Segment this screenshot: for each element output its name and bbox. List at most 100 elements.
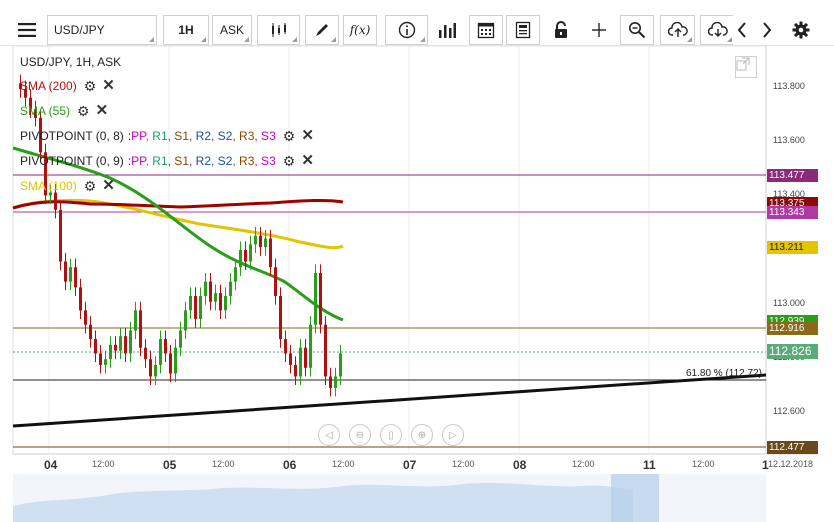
pivot-level-tag: , S3	[254, 154, 276, 168]
price-type-selector[interactable]: ASK	[212, 15, 252, 45]
time-tick: 12:00	[572, 459, 595, 469]
gear-icon[interactable]: ⚙	[77, 103, 90, 119]
trend-line[interactable]	[12, 373, 767, 428]
settings-button[interactable]	[790, 15, 812, 45]
lock-button[interactable]	[548, 15, 574, 45]
pan-right-button[interactable]: ▷	[442, 424, 464, 446]
price-label: 113.477	[767, 169, 818, 182]
candle-body	[64, 261, 67, 282]
template-button[interactable]	[506, 15, 540, 45]
time-tick: 12:00	[212, 459, 235, 469]
candle-body	[139, 310, 142, 348]
close-icon[interactable]: ✕	[102, 177, 115, 194]
reset-zoom-button[interactable]: ▯	[380, 424, 402, 446]
candle-body	[89, 324, 92, 340]
candle-body	[219, 293, 222, 311]
magnifier-icon	[629, 22, 646, 39]
candle-body	[204, 281, 207, 296]
cloud-download-icon	[707, 22, 728, 37]
close-icon[interactable]: ✕	[301, 127, 314, 144]
pan-left-button[interactable]: ◁	[318, 424, 340, 446]
sma-55-line	[12, 146, 344, 322]
crosshair-button[interactable]	[585, 15, 613, 45]
candle-body	[94, 339, 97, 354]
candle-body	[174, 347, 177, 374]
volume-button[interactable]	[432, 15, 462, 45]
candle-body	[49, 192, 52, 196]
drawing-tool-button[interactable]	[305, 15, 339, 45]
pivot-suffix: PP, R1, S1, R2, S2, R3, S3	[131, 154, 276, 168]
chevron-left-icon	[737, 22, 746, 38]
zoom-out-button[interactable]: ⊖	[349, 424, 371, 446]
time-tick: 12:00	[332, 459, 355, 469]
candle-body	[319, 272, 322, 325]
timeframe-label: 1H	[178, 23, 194, 37]
price-label: 112.916	[767, 322, 818, 335]
time-tick: 1	[762, 458, 769, 472]
candle-body	[284, 339, 287, 354]
legend-pivot-9: PIVOTPOINT (0, 9) : PP, R1, S1, R2, S2, …	[20, 152, 314, 169]
candle-body	[334, 376, 337, 388]
document-icon	[515, 21, 531, 39]
candle-body	[309, 324, 312, 368]
close-icon[interactable]: ✕	[301, 152, 314, 169]
pivot-suffix: PP, R1, S1, R2, S2, R3, S3	[131, 129, 276, 143]
zoom-button[interactable]	[620, 15, 654, 45]
sma-100-line	[12, 198, 344, 250]
price-chart[interactable]: USD/JPY, 1H, ASK SMA (200) ⚙ ✕ SMA (55) ⚙…	[0, 46, 834, 522]
candle-body	[144, 347, 147, 360]
pivot-level-tag: , R2	[189, 154, 212, 168]
maximize-button[interactable]	[735, 56, 757, 78]
navigator[interactable]	[13, 474, 766, 522]
zoom-in-button[interactable]: ⊕	[411, 424, 433, 446]
chart-type-button[interactable]	[257, 15, 300, 45]
price-tick: 113.400	[773, 189, 805, 199]
time-tick: 04	[44, 458, 58, 472]
gear-icon[interactable]: ⚙	[282, 153, 296, 169]
gear-icon[interactable]: ⚙	[83, 78, 97, 94]
pivot-level-tag: PP	[131, 129, 146, 143]
pivot-level-tag: , S2	[211, 154, 233, 168]
bar-chart-icon	[439, 23, 456, 38]
upload-button[interactable]	[660, 15, 695, 45]
pivot-level-tag: , R1	[145, 154, 168, 168]
close-icon[interactable]: ✕	[102, 77, 115, 94]
calendar-button[interactable]	[469, 15, 503, 45]
legend-pivot-9-label: PIVOTPOINT (0, 9)	[20, 154, 124, 168]
price-tick: 113.600	[773, 135, 805, 145]
candle-body	[304, 347, 307, 368]
hamburger-menu-icon[interactable]	[10, 15, 44, 45]
candle-body	[74, 267, 77, 288]
chevron-right-icon	[763, 22, 772, 38]
price-tick: 113.800	[773, 81, 805, 91]
time-tick: 11	[643, 458, 656, 472]
candle-body	[129, 330, 132, 354]
price-type-label: ASK	[219, 23, 244, 37]
candle-body	[329, 376, 332, 388]
pivot-level-tag: , S2	[211, 129, 233, 143]
candlestick-series	[19, 74, 342, 397]
indicators-button[interactable]: f(x)	[343, 15, 377, 45]
candle-body	[124, 336, 127, 354]
candle-body	[44, 152, 47, 196]
gear-icon[interactable]: ⚙	[83, 178, 97, 194]
candle-body	[209, 281, 212, 302]
candle-body	[324, 324, 327, 377]
symbol-selector[interactable]: USD/JPY	[47, 15, 157, 45]
download-button[interactable]	[700, 15, 735, 45]
info-button[interactable]	[385, 15, 428, 45]
scroll-right-button[interactable]	[758, 15, 776, 45]
price-label: 113.343	[767, 206, 818, 219]
candle-body	[254, 235, 257, 245]
price-tick: 112.600	[773, 406, 805, 416]
navigator-window[interactable]	[611, 474, 659, 522]
time-tick-date: 12.12.2018	[768, 459, 814, 469]
scroll-left-button[interactable]	[733, 15, 751, 45]
timeframe-selector[interactable]: 1H	[163, 15, 209, 45]
close-icon[interactable]: ✕	[95, 102, 109, 119]
candle-body	[34, 109, 37, 118]
time-tick: 07	[403, 458, 417, 472]
legend-pivot-8: PIVOTPOINT (0, 8) : PP, R1, S1, R2, S2, …	[20, 127, 314, 144]
gear-icon[interactable]: ⚙	[282, 128, 296, 144]
fibonacci-label: 61.80 % (112.72)	[686, 368, 762, 379]
